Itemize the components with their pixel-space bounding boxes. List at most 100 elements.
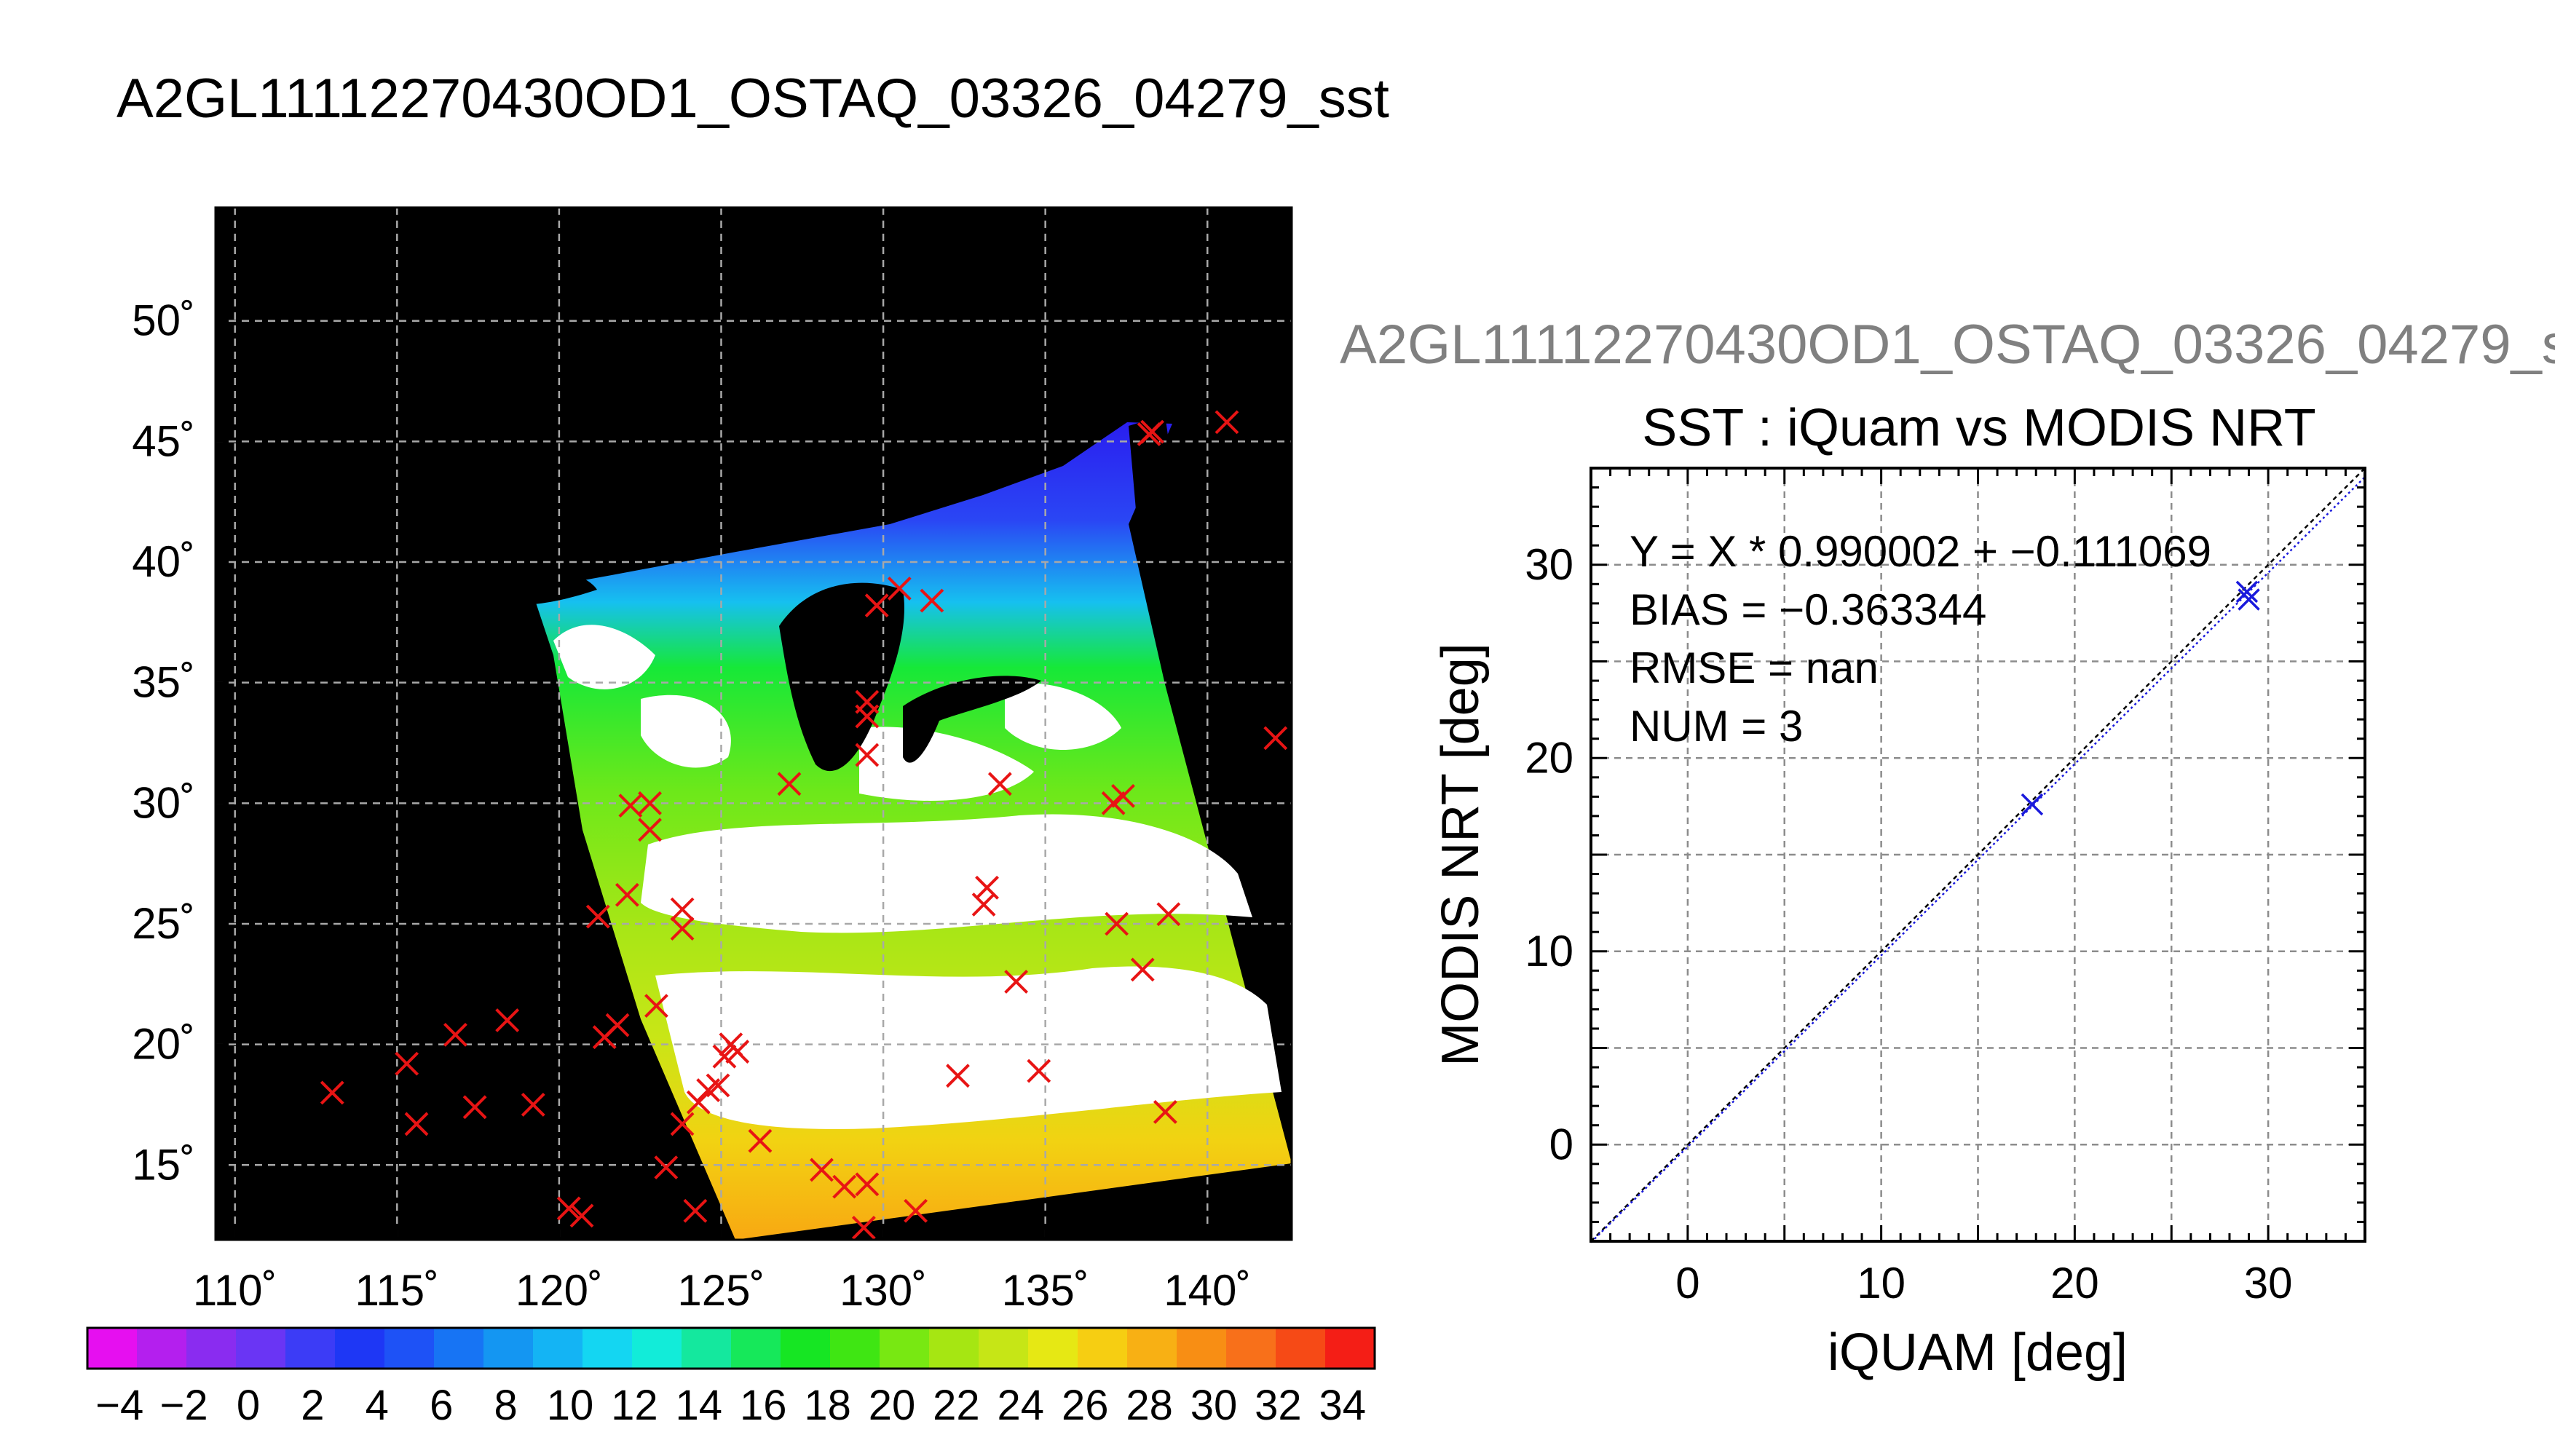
colorbar-label: −4 [95,1382,143,1429]
colorbar-swatch [285,1328,336,1369]
map-grid [216,207,1292,1240]
matchup-marker [1111,783,1135,808]
colorbar-swatch [137,1328,187,1369]
colorbar-label: 32 [1255,1382,1302,1429]
colorbar-swatch [1226,1328,1276,1369]
scatter-lines [1590,467,2366,1243]
colorbar-swatch [236,1328,286,1369]
colorbar-label: 10 [547,1382,594,1429]
colorbar-label: 0 [237,1382,260,1429]
scatter-annotation: NUM = 3 [1630,702,1803,751]
matchup-marker [987,772,1012,796]
matchup-marker [670,917,695,941]
scatter-x-tick-label: 30 [2244,1259,2293,1307]
matchup-marker [1101,791,1126,815]
colorbar-swatch [830,1328,880,1369]
scatter-point [2238,588,2260,611]
map-lat-label: 45˚ [132,416,195,465]
colorbar-swatch [731,1328,781,1369]
scatter-point [2021,793,2044,816]
colorbar-label: 18 [804,1382,851,1429]
matchup-marker [748,1128,773,1153]
matchup-marker [712,1044,737,1069]
scatter-x-tick-label: 20 [2050,1259,2099,1307]
scatter-xlabel: iQUAM [deg] [1828,1324,2128,1382]
colorbar-label: 4 [366,1382,389,1429]
scatter-y-tick-label: 30 [1525,540,1573,589]
colorbar-label: 26 [1062,1382,1109,1429]
matchup-marker [495,1008,520,1032]
matchup-marker [462,1095,487,1120]
matchup-marker [585,904,610,929]
matchup-marker [395,1051,419,1076]
matchup-marker [1130,957,1155,982]
colorbar-swatch [781,1328,831,1369]
colorbar-label: 14 [676,1382,723,1429]
map-lon-label: 115˚ [355,1266,439,1315]
land-mask [481,415,1172,772]
matchup-marker [975,875,999,900]
scatter-points [2021,580,2260,816]
main-title: A2GL11112270430OD1_OSTAQ_03326_04279_sst [117,68,1389,130]
scatter-annotation: RMSE = nan [1630,644,1879,692]
matchup-marker [1004,970,1029,994]
scatter-y-tick-label: 0 [1549,1120,1573,1168]
colorbar-swatch [880,1328,930,1369]
colorbar-swatch [929,1328,979,1369]
map-lat-label: 15˚ [132,1140,195,1189]
matchup-marker [638,791,662,815]
colorbar-swatch [384,1328,435,1369]
map-lat-label: 30˚ [132,778,195,827]
matchup-marker [832,1174,857,1199]
matchup-marker [686,1090,711,1115]
map-lat-label: 50˚ [132,296,195,345]
matchup-marker [904,1198,928,1223]
matchup-marker [683,1198,708,1223]
colorbar-swatch [1325,1328,1375,1369]
matchup-marker [777,772,802,796]
matchup-marker [556,1196,581,1221]
matchup-marker [638,818,662,842]
matchup-marker [605,1013,630,1037]
scatter-ylabel: MODIS NRT [deg] [1431,643,1490,1067]
map-frame [214,206,1293,1241]
colorbar-swatch [1177,1328,1227,1369]
colorbar-swatch [483,1328,534,1369]
colorbar-label: 8 [494,1382,517,1429]
map-lon-label: 130˚ [840,1266,927,1315]
scatter-x-tick-label: 10 [1857,1259,1906,1307]
colorbar-swatch [1028,1328,1078,1369]
scatter-header: A2GL11112270430OD1_OSTAQ_03326_04279_s [1340,314,2555,376]
matchup-marker [864,593,889,618]
map-lon-label: 135˚ [1002,1266,1089,1315]
scatter-annotation: Y = X * 0.990002 + −0.111069 [1630,527,2211,576]
map-lon-label: 120˚ [516,1266,603,1315]
colorbar-label: 12 [611,1382,658,1429]
cloud-mask [553,625,1282,1129]
scatter-x-tick-label: 0 [1675,1259,1699,1307]
matchup-marker [1105,911,1129,936]
matchup-markers [320,410,1288,1240]
map-lon-label: 140˚ [1164,1266,1251,1315]
colorbar-label: 28 [1126,1382,1173,1429]
map-lat-label: 35˚ [132,658,195,707]
scatter-annotation: BIAS = −0.363344 [1630,585,1986,634]
matchup-marker [404,1112,429,1136]
scatter-tick-labels: 0 10 20 30 0 10 20 30 [1525,467,2366,1307]
colorbar-label: 6 [430,1382,453,1429]
colorbar-swatch [632,1328,682,1369]
scatter-y-tick-label: 10 [1525,927,1573,976]
matchup-marker [810,1158,834,1182]
colorbar-label: 16 [740,1382,787,1429]
colorbar-label: −2 [160,1382,208,1429]
matchup-marker [320,1080,344,1105]
colorbar-swatch [335,1328,385,1369]
matchup-marker [1153,1099,1177,1124]
colorbar-label: 2 [301,1382,324,1429]
matchup-marker [706,1073,730,1098]
map-lat-label: 20˚ [132,1020,195,1069]
matchup-marker [670,1112,695,1136]
colorbar-swatch [979,1328,1029,1369]
colorbar-swatch [186,1328,237,1369]
